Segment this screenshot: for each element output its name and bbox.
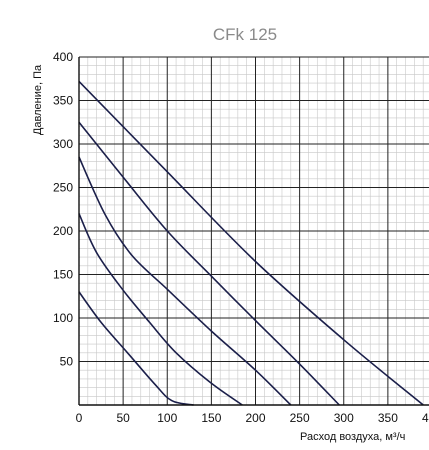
x-tick-label: 150 <box>201 411 221 425</box>
fan-curve-3 <box>78 156 292 406</box>
fan-curve-5 <box>78 291 194 406</box>
x-tick-label: 350 <box>378 411 398 425</box>
y-tick-labels: 50 100 150 200 250 300 350 400 <box>53 50 73 369</box>
x-tick-label: 250 <box>290 411 310 425</box>
y-tick-label: 350 <box>53 94 73 108</box>
fan-curves <box>78 80 424 406</box>
y-tick-label: 50 <box>60 355 74 369</box>
x-tick-labels: 0 50 100 150 200 250 300 350 400 <box>76 411 429 425</box>
x-tick-label: 50 <box>116 411 130 425</box>
y-tick-label: 100 <box>53 311 73 325</box>
fan-curve-2 <box>78 121 340 406</box>
x-axis-label: Расход воздуха, м³/ч <box>300 431 405 443</box>
y-tick-label: 200 <box>53 224 73 238</box>
x-tick-label: 100 <box>157 411 177 425</box>
y-tick-label: 300 <box>53 137 73 151</box>
y-tick-label: 150 <box>53 268 73 282</box>
x-tick-label: 400 <box>422 411 429 425</box>
x-tick-label: 200 <box>245 411 265 425</box>
x-tick-label: 0 <box>76 411 83 425</box>
y-axis-label: Давление, Па <box>32 64 44 135</box>
chart-title: CFk 125 <box>213 25 277 44</box>
y-tick-label: 250 <box>53 181 73 195</box>
fan-curve-4 <box>78 213 243 406</box>
x-tick-label: 300 <box>334 411 354 425</box>
fan-curve-1 <box>78 80 424 406</box>
y-tick-label: 400 <box>53 50 73 64</box>
